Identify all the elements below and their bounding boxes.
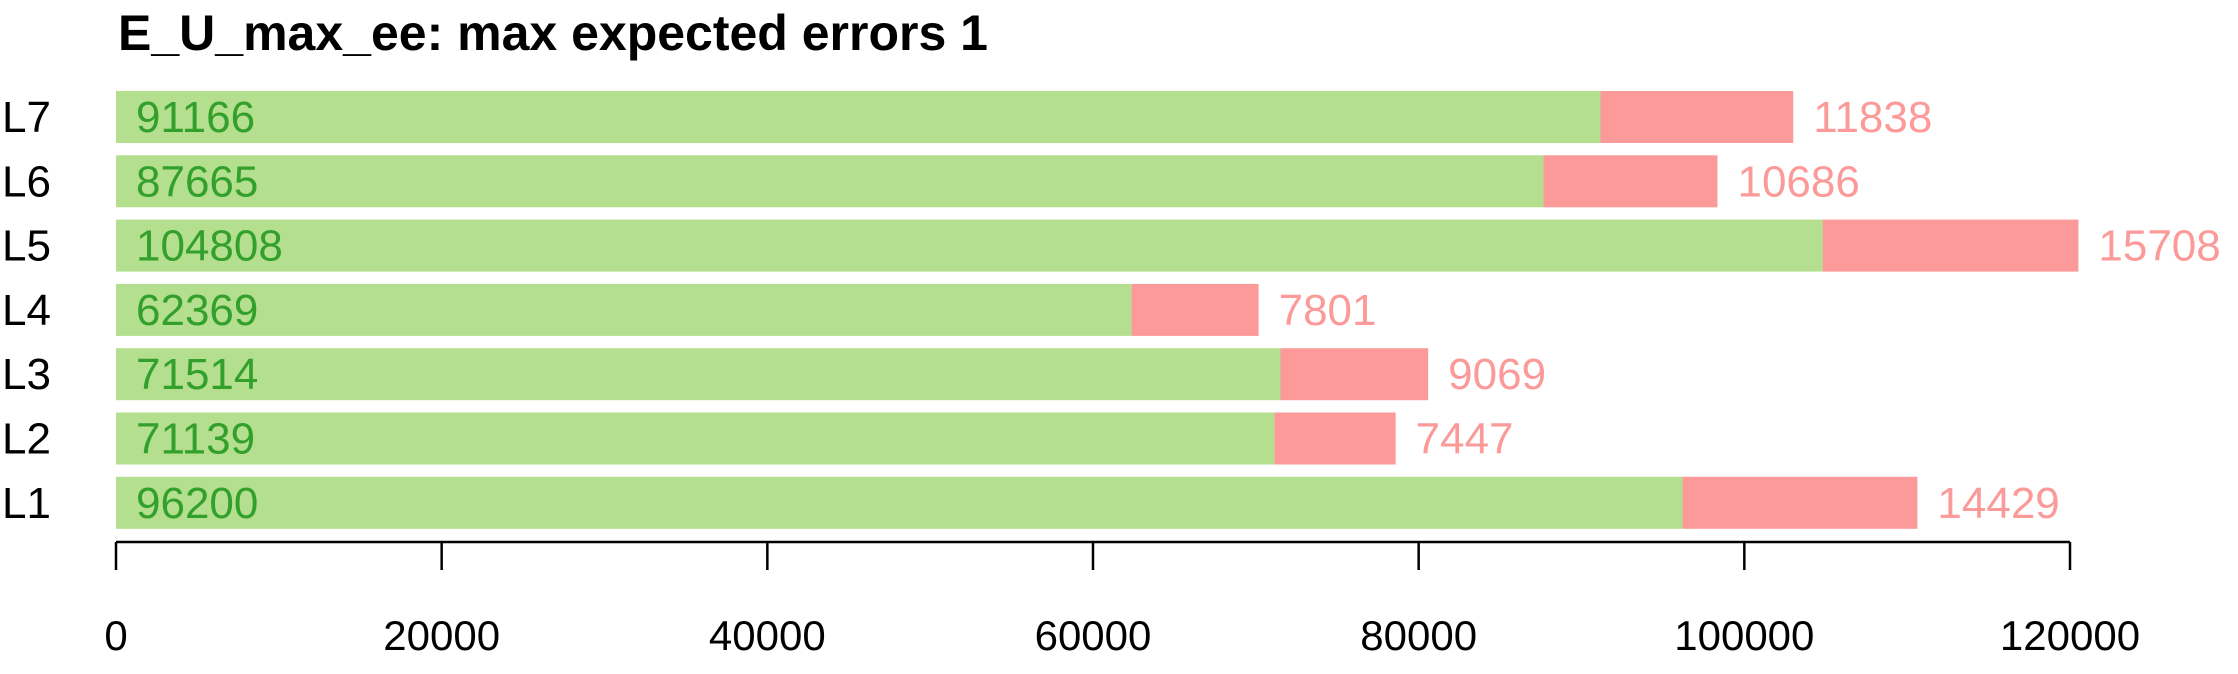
- bar-segment-passed: [116, 155, 1544, 208]
- bar-segment-passed: [116, 412, 1275, 465]
- bar-segment-passed: [116, 91, 1601, 143]
- x-tick-label: 60000: [1035, 612, 1152, 659]
- data-label: 10686: [1737, 157, 1859, 206]
- data-label: 14429: [1937, 479, 2059, 528]
- category-label: L5: [2, 222, 51, 271]
- category-label: L7: [2, 93, 51, 142]
- bar-segment-passed: [116, 348, 1281, 401]
- bar-segment-failed: [1274, 412, 1396, 465]
- bar-segment-passed: [116, 219, 1823, 272]
- bar-segment-failed: [1131, 283, 1259, 336]
- chart-title: E_U_max_ee: max expected errors 1: [118, 5, 988, 61]
- data-label: 87665: [136, 157, 258, 206]
- x-tick-label: 40000: [709, 612, 826, 659]
- bar-segment-failed: [1600, 91, 1794, 143]
- data-label: 15708: [2098, 222, 2220, 271]
- data-label: 11838: [1813, 93, 1932, 142]
- data-label: 7447: [1416, 415, 1514, 464]
- bar-segment-passed: [116, 476, 1683, 529]
- category-label: L2: [2, 415, 51, 464]
- x-tick-label: 0: [104, 612, 127, 659]
- category-label: L6: [2, 157, 51, 206]
- x-tick-label: 80000: [1360, 612, 1477, 659]
- data-label: 71514: [136, 350, 258, 399]
- bar-segment-failed: [1280, 348, 1429, 401]
- data-label: 91166: [136, 93, 255, 142]
- bar-segment-failed: [1682, 476, 1918, 529]
- data-label: 7801: [1279, 286, 1377, 335]
- data-label: 104808: [136, 222, 283, 271]
- category-label: L4: [2, 286, 51, 335]
- bar-segment-passed: [116, 283, 1132, 336]
- category-label: L3: [2, 350, 51, 399]
- data-label: 71139: [136, 415, 255, 464]
- data-label: 96200: [136, 479, 258, 528]
- data-label: 62369: [136, 286, 258, 335]
- x-tick-label: 20000: [383, 612, 500, 659]
- bar-segment-failed: [1543, 155, 1718, 208]
- data-label: 9069: [1448, 350, 1546, 399]
- x-tick-label: 100000: [1674, 612, 1814, 659]
- bar-segment-failed: [1822, 219, 2079, 272]
- bars-group: L7 91166 11838 L6 87665 10686 L5 104808 15708 L4 6…: [2, 91, 2221, 529]
- category-label: L1: [2, 479, 51, 528]
- x-tick-label: 120000: [2000, 612, 2140, 659]
- x-axis: 0 20000 40000 60000 80000 100000 120000: [104, 540, 2140, 659]
